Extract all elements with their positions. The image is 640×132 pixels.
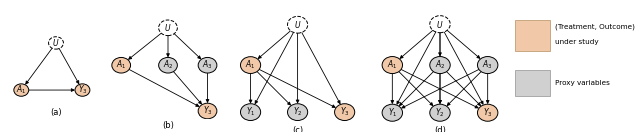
Ellipse shape xyxy=(477,104,498,121)
Ellipse shape xyxy=(49,37,63,49)
Text: $Y_3$: $Y_3$ xyxy=(203,105,212,117)
Text: $\mathit{U}$: $\mathit{U}$ xyxy=(164,22,172,33)
Text: $Y_3$: $Y_3$ xyxy=(483,107,493,119)
Text: $\mathit{U}$: $\mathit{U}$ xyxy=(52,37,60,48)
Text: Proxy variables: Proxy variables xyxy=(555,80,610,86)
Text: $A_2$: $A_2$ xyxy=(163,59,173,72)
Bar xyxy=(515,20,550,51)
Ellipse shape xyxy=(477,56,498,74)
Text: $A_1$: $A_1$ xyxy=(245,59,256,71)
Text: (a): (a) xyxy=(50,108,62,117)
Ellipse shape xyxy=(430,104,450,121)
Ellipse shape xyxy=(75,84,90,96)
Ellipse shape xyxy=(382,56,403,74)
Text: (b): (b) xyxy=(162,121,174,130)
Text: $\mathit{U}$: $\mathit{U}$ xyxy=(294,19,301,30)
Text: (Treatment, Outcome): (Treatment, Outcome) xyxy=(555,24,635,30)
Ellipse shape xyxy=(14,84,29,96)
Ellipse shape xyxy=(198,57,217,73)
Text: $Y_2$: $Y_2$ xyxy=(293,106,302,118)
Text: $Y_2$: $Y_2$ xyxy=(435,107,445,119)
Text: $Y_1$: $Y_1$ xyxy=(246,106,255,118)
Text: $A_1$: $A_1$ xyxy=(387,59,397,71)
Ellipse shape xyxy=(430,16,450,33)
Text: $A_3$: $A_3$ xyxy=(202,59,213,72)
Text: (c): (c) xyxy=(292,126,303,132)
Ellipse shape xyxy=(198,103,217,119)
Bar xyxy=(515,70,550,96)
Text: under study: under study xyxy=(555,39,599,45)
Text: $Y_3$: $Y_3$ xyxy=(77,84,87,96)
Text: (d): (d) xyxy=(434,126,446,132)
Ellipse shape xyxy=(159,20,177,36)
Text: $Y_1$: $Y_1$ xyxy=(388,107,397,119)
Text: $\mathit{U}$: $\mathit{U}$ xyxy=(436,19,444,30)
Ellipse shape xyxy=(112,57,131,73)
Text: $A_3$: $A_3$ xyxy=(483,59,493,71)
Ellipse shape xyxy=(241,57,260,74)
Ellipse shape xyxy=(287,16,308,33)
Ellipse shape xyxy=(241,104,260,121)
Ellipse shape xyxy=(382,104,403,121)
Ellipse shape xyxy=(287,104,308,121)
Text: $A_1$: $A_1$ xyxy=(116,59,127,72)
Text: $A_2$: $A_2$ xyxy=(435,59,445,71)
Text: $A_1$: $A_1$ xyxy=(16,84,26,96)
Ellipse shape xyxy=(159,57,177,73)
Ellipse shape xyxy=(335,104,355,121)
Text: $Y_3$: $Y_3$ xyxy=(340,106,349,118)
Ellipse shape xyxy=(430,56,450,74)
